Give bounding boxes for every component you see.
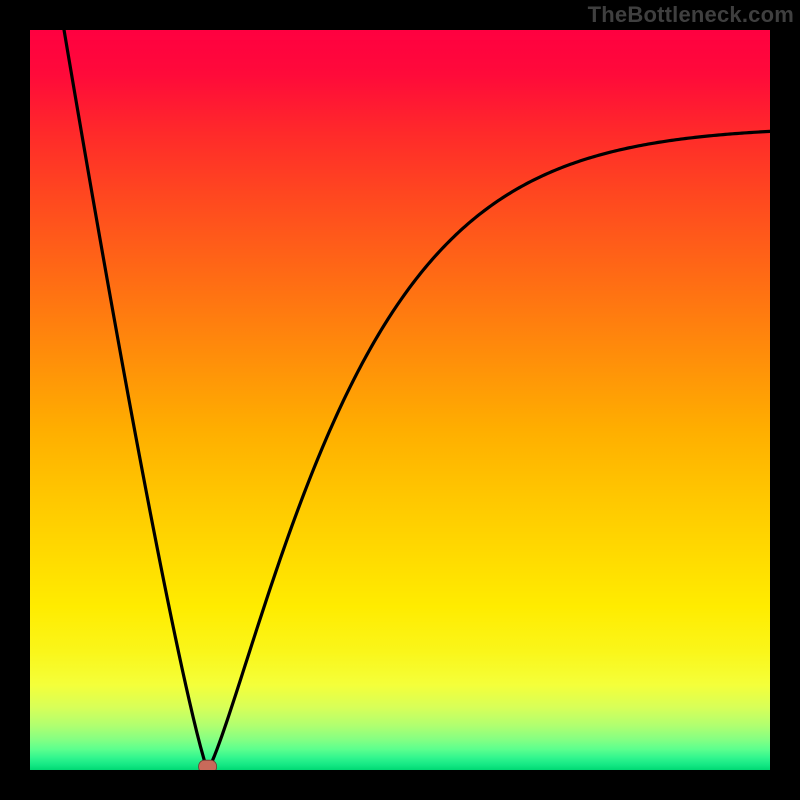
min-marker [199, 760, 217, 770]
chart-stage: TheBottleneck.com [0, 0, 800, 800]
plot-area [30, 30, 770, 770]
watermark-text: TheBottleneck.com [588, 0, 800, 28]
plot-svg [30, 30, 770, 770]
